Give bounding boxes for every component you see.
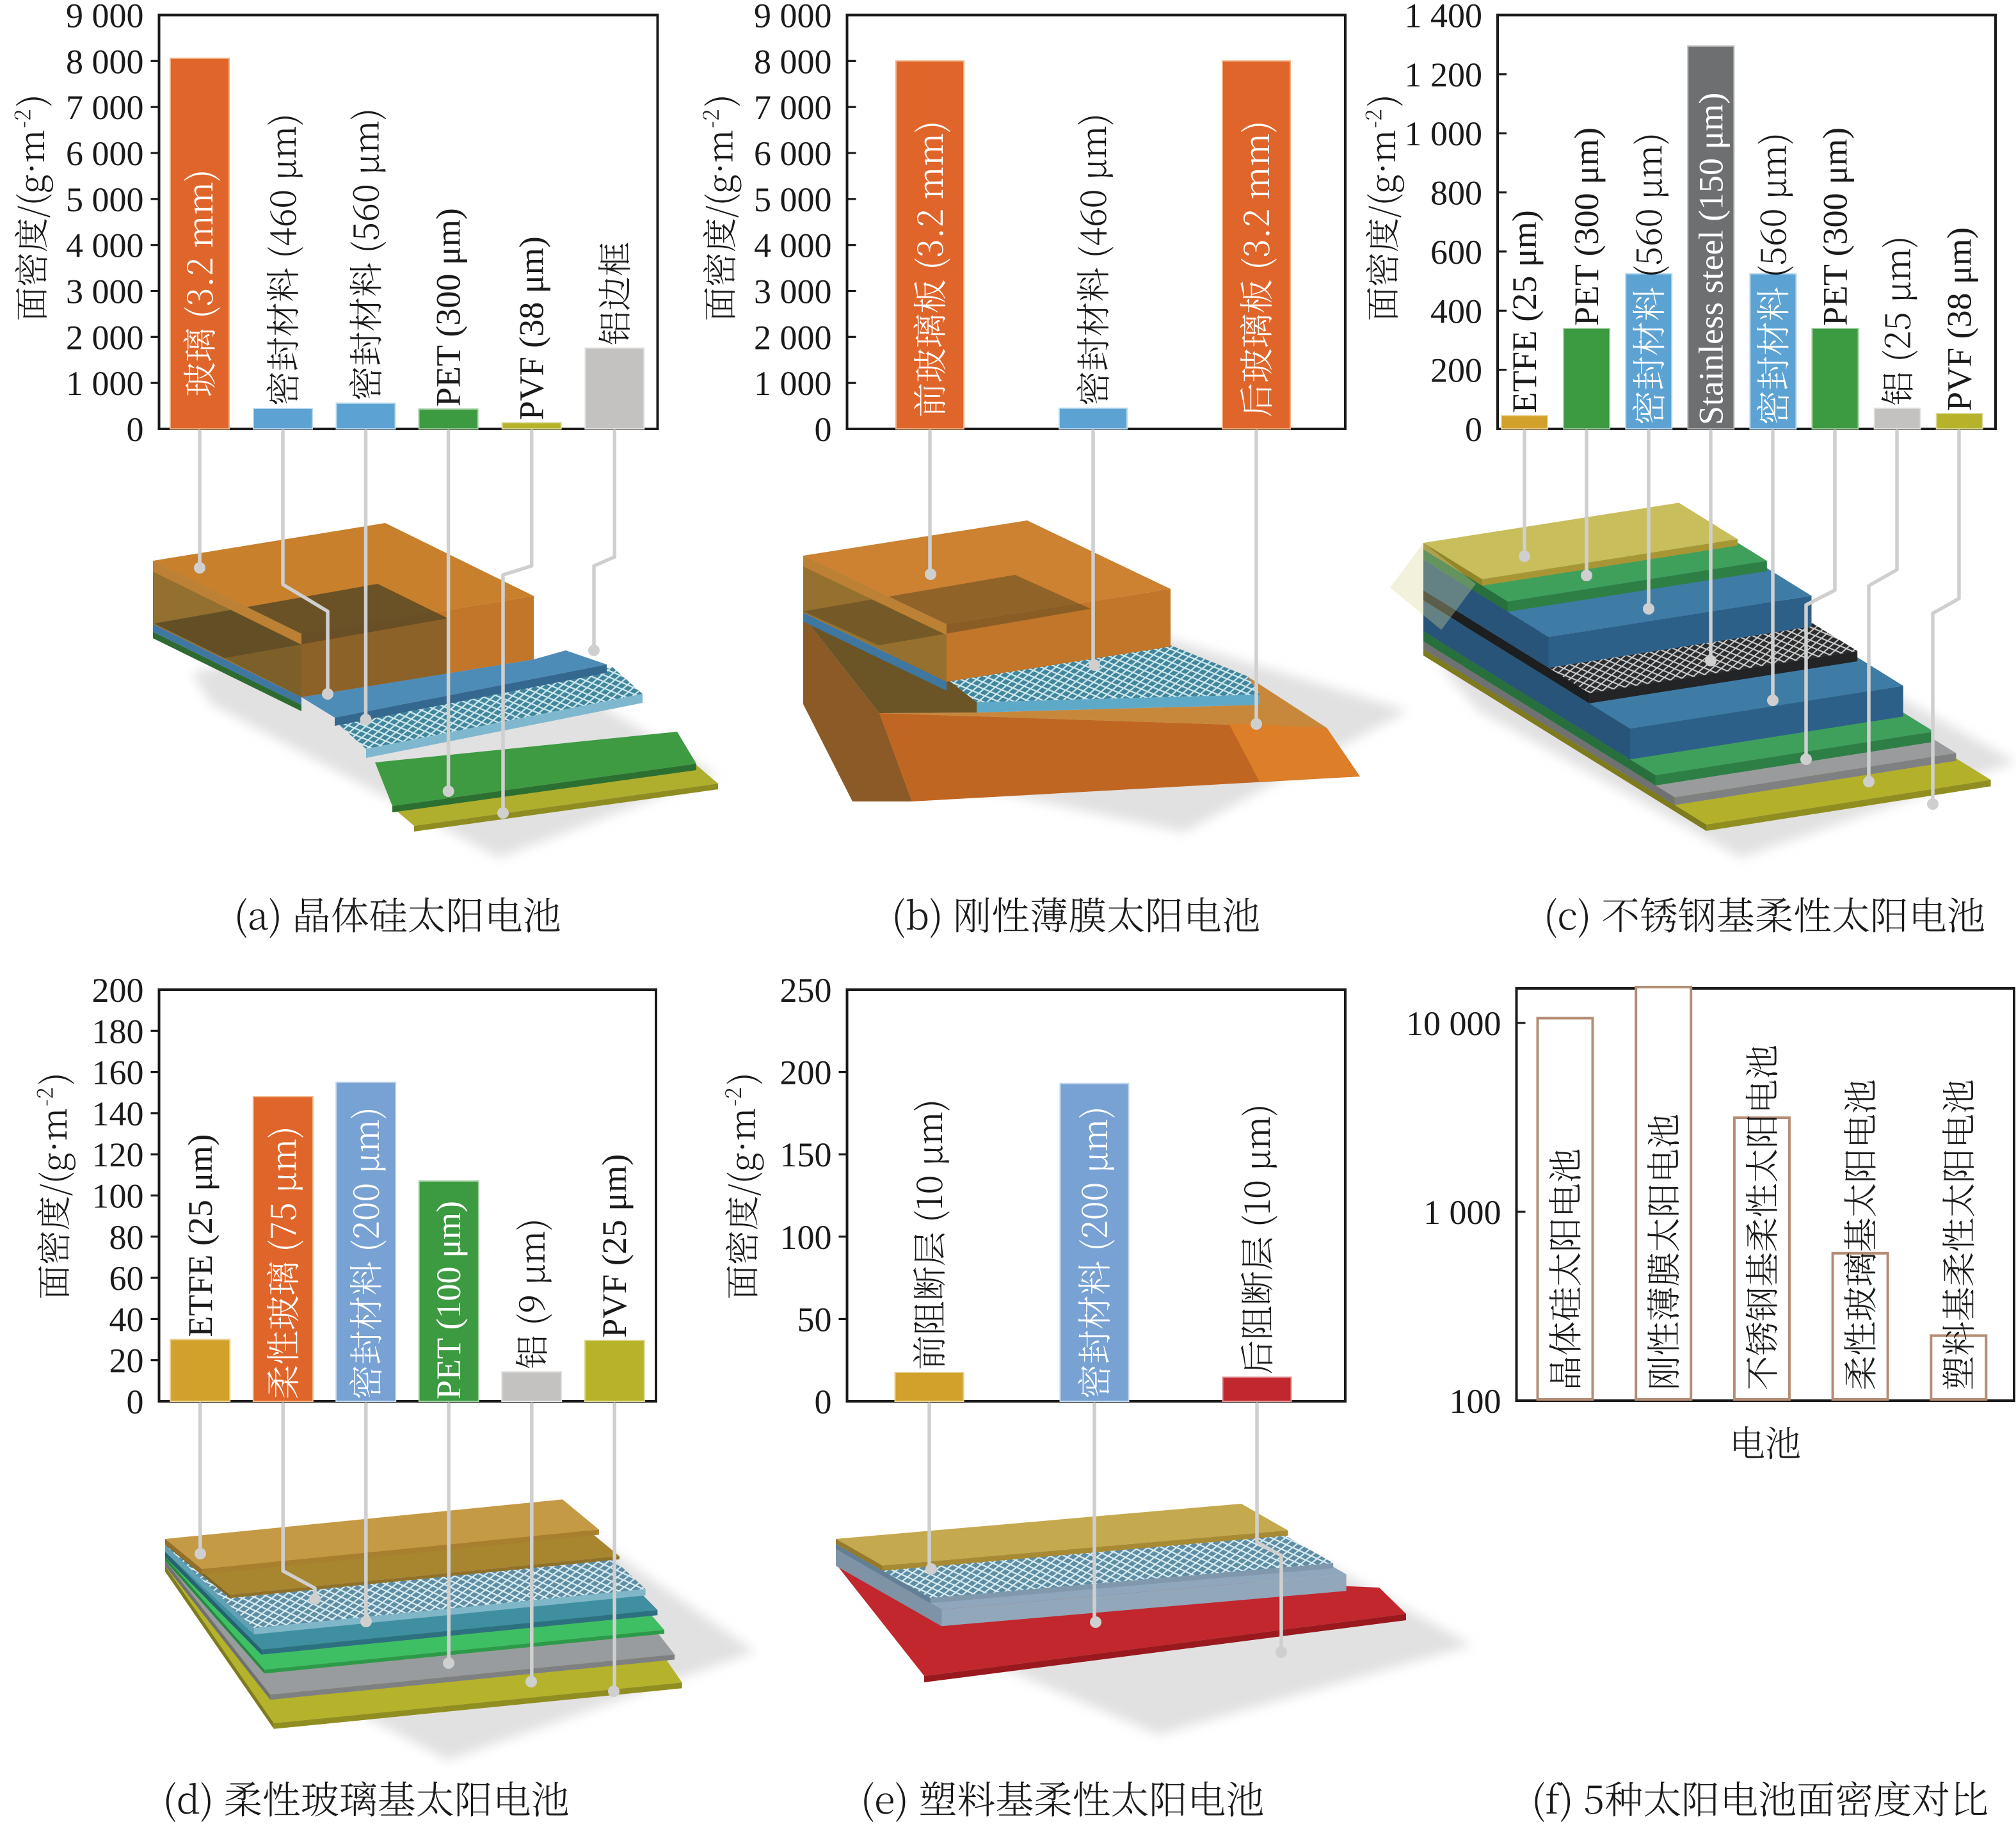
svg-text:200: 200 bbox=[92, 971, 144, 1010]
svg-text:Stainless steel (150 μm): Stainless steel (150 μm) bbox=[1692, 93, 1730, 425]
svg-text:1 000: 1 000 bbox=[1423, 1193, 1501, 1232]
svg-text:160: 160 bbox=[92, 1054, 144, 1092]
svg-text:2 000: 2 000 bbox=[66, 318, 144, 357]
svg-text:400: 400 bbox=[1430, 292, 1482, 330]
svg-text:40: 40 bbox=[109, 1300, 144, 1339]
svg-text:100: 100 bbox=[92, 1177, 144, 1216]
svg-text:1 000: 1 000 bbox=[66, 364, 144, 403]
svg-text:PVF (38 μm): PVF (38 μm) bbox=[513, 236, 551, 420]
svg-text:100: 100 bbox=[1450, 1382, 1501, 1421]
svg-text:PET (300 μm): PET (300 μm) bbox=[1816, 127, 1855, 326]
svg-text:2 000: 2 000 bbox=[754, 318, 832, 357]
svg-text:60: 60 bbox=[109, 1259, 144, 1298]
svg-text:ETFE (25 μm): ETFE (25 μm) bbox=[1505, 210, 1544, 413]
svg-text:5 000: 5 000 bbox=[754, 181, 832, 219]
svg-text:6 000: 6 000 bbox=[754, 134, 832, 173]
svg-text:PVF (38 μm): PVF (38 μm) bbox=[1940, 227, 1979, 411]
svg-text:200: 200 bbox=[780, 1054, 832, 1092]
svg-text:180: 180 bbox=[92, 1012, 144, 1050]
svg-text:4 000: 4 000 bbox=[66, 227, 144, 265]
svg-text:120: 120 bbox=[92, 1136, 144, 1174]
svg-text:3 000: 3 000 bbox=[66, 273, 144, 311]
svg-text:9 000: 9 000 bbox=[66, 0, 144, 35]
svg-text:PVF (25 μm): PVF (25 μm) bbox=[595, 1154, 634, 1338]
svg-text:800: 800 bbox=[1430, 174, 1482, 213]
svg-text:100: 100 bbox=[780, 1218, 832, 1257]
svg-text:1 400: 1 400 bbox=[1405, 0, 1483, 35]
svg-text:250: 250 bbox=[780, 971, 832, 1010]
svg-text:0: 0 bbox=[1465, 410, 1482, 449]
svg-text:200: 200 bbox=[1430, 351, 1482, 390]
svg-text:0: 0 bbox=[127, 1383, 144, 1421]
svg-text:8 000: 8 000 bbox=[754, 42, 832, 81]
svg-text:PET (100 μm): PET (100 μm) bbox=[429, 1201, 468, 1399]
svg-text:0: 0 bbox=[815, 410, 832, 449]
svg-text:3 000: 3 000 bbox=[754, 273, 832, 311]
svg-text:ETFE (25 μm): ETFE (25 μm) bbox=[181, 1134, 220, 1337]
svg-text:PET (300 μm): PET (300 μm) bbox=[1567, 127, 1606, 326]
svg-text:1 200: 1 200 bbox=[1405, 56, 1483, 94]
svg-text:50: 50 bbox=[797, 1300, 832, 1339]
svg-text:140: 140 bbox=[92, 1095, 144, 1133]
svg-text:8 000: 8 000 bbox=[66, 42, 144, 81]
svg-text:600: 600 bbox=[1430, 233, 1482, 271]
svg-text:4 000: 4 000 bbox=[754, 227, 832, 265]
svg-text:150: 150 bbox=[780, 1136, 832, 1174]
svg-text:5 000: 5 000 bbox=[66, 181, 144, 219]
svg-text:0: 0 bbox=[127, 410, 144, 449]
svg-text:10 000: 10 000 bbox=[1406, 1004, 1501, 1043]
svg-text:7 000: 7 000 bbox=[66, 88, 144, 127]
svg-text:6 000: 6 000 bbox=[66, 134, 144, 173]
svg-text:20: 20 bbox=[109, 1342, 144, 1380]
svg-text:PET (300 μm): PET (300 μm) bbox=[429, 208, 468, 406]
svg-text:1 000: 1 000 bbox=[1405, 115, 1483, 153]
svg-text:80: 80 bbox=[109, 1218, 144, 1257]
svg-text:0: 0 bbox=[815, 1383, 832, 1421]
svg-text:1 000: 1 000 bbox=[754, 364, 832, 403]
svg-text:9 000: 9 000 bbox=[754, 0, 832, 35]
svg-text:7 000: 7 000 bbox=[754, 88, 832, 127]
